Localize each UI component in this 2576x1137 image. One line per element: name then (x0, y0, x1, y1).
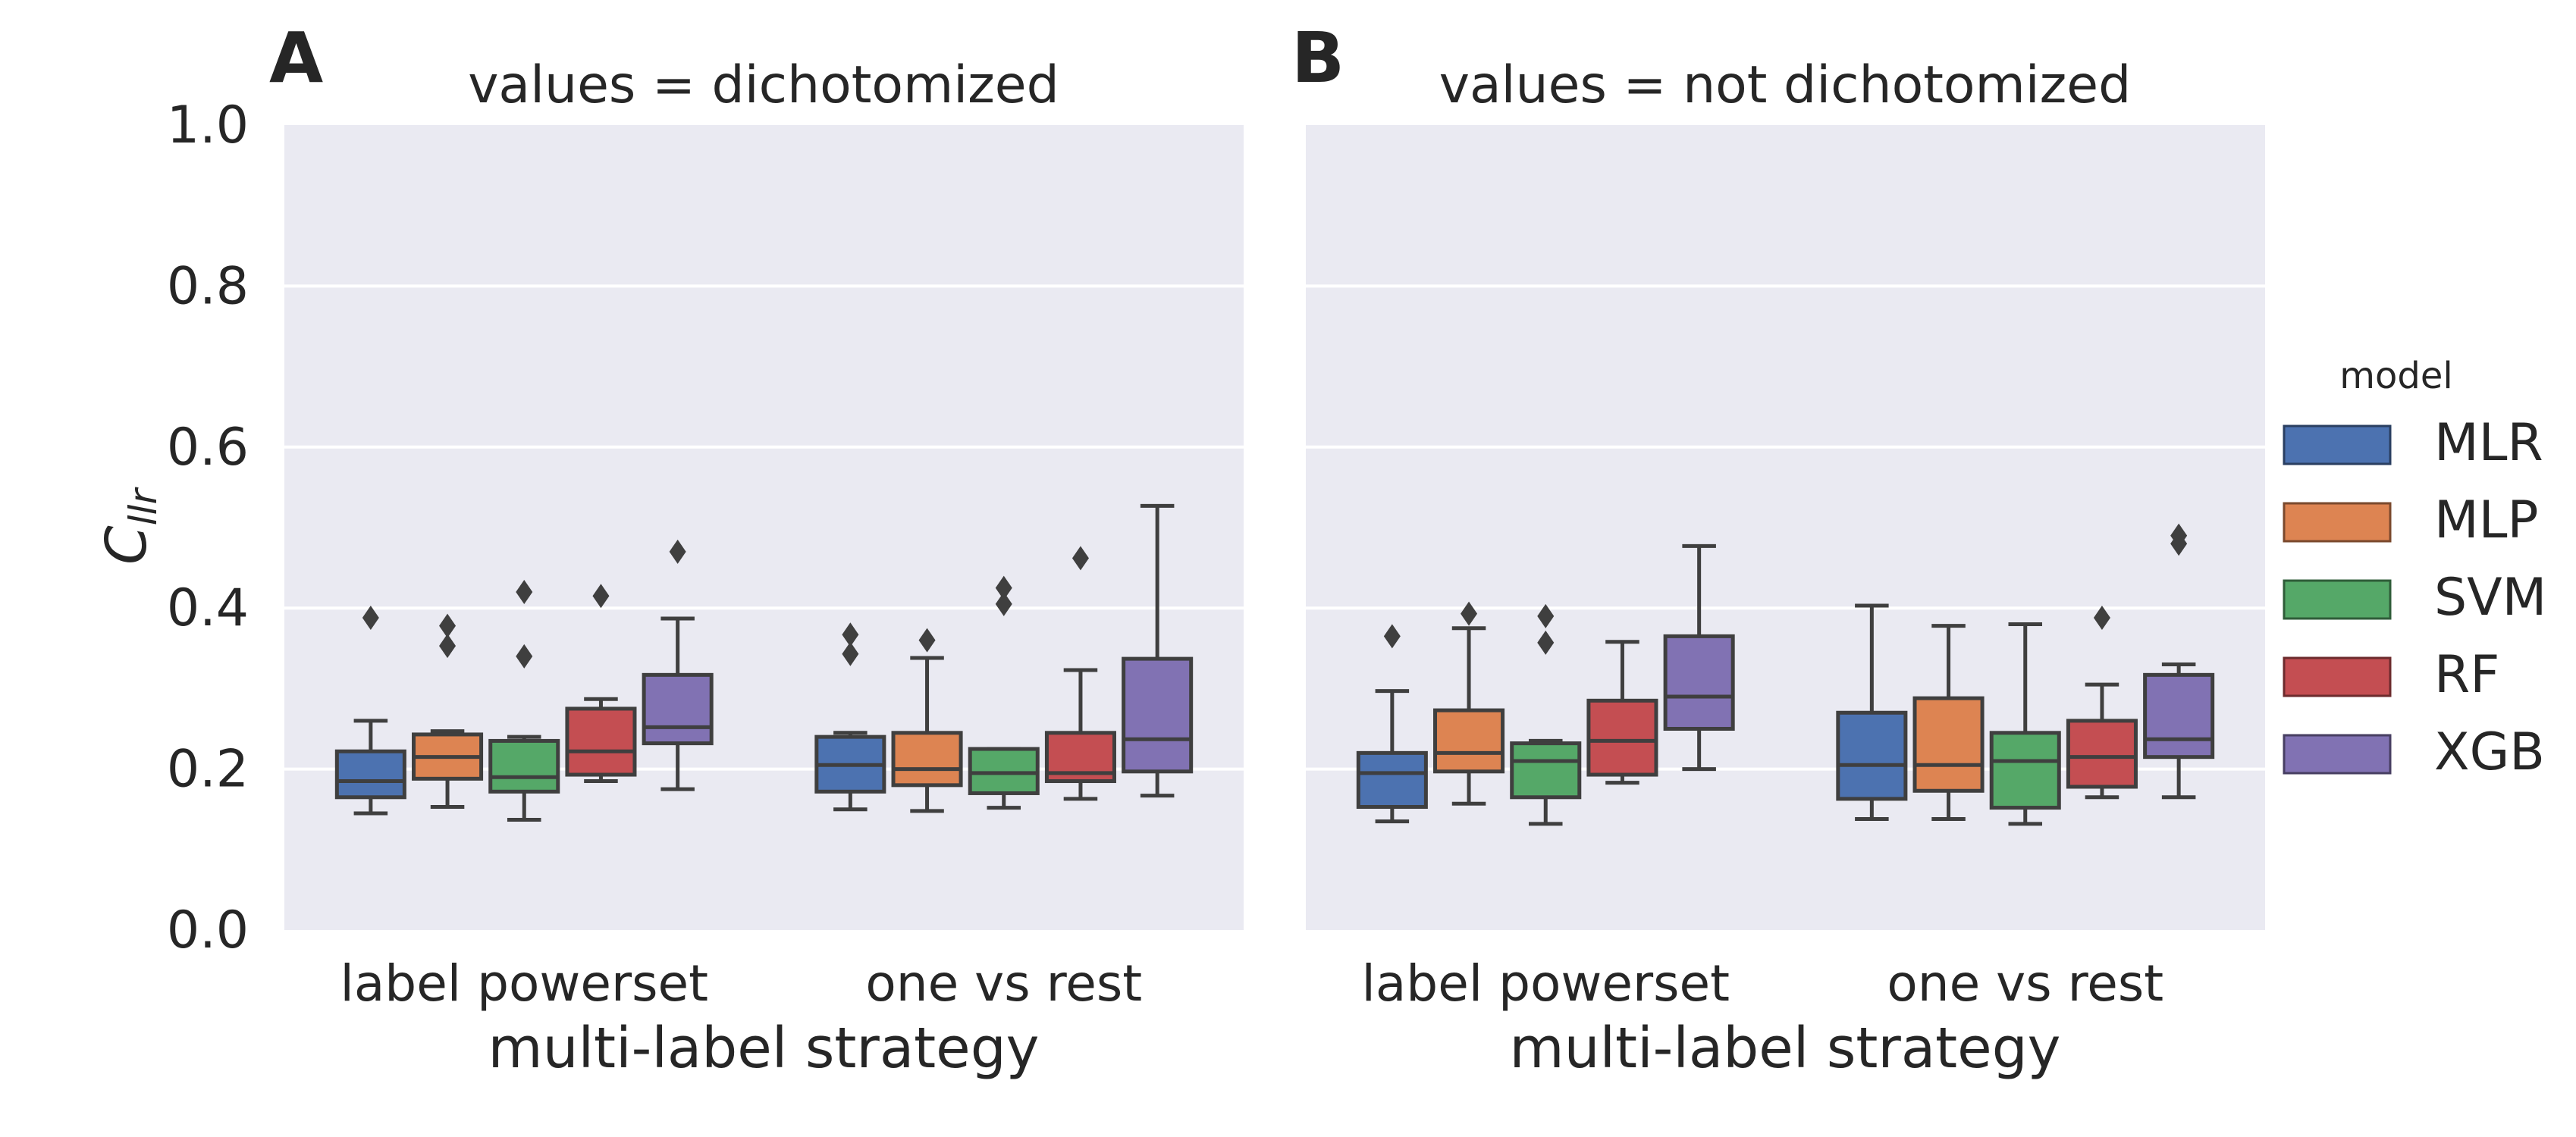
outlier-point (1383, 624, 1401, 649)
legend-swatch-mlr (2283, 424, 2392, 465)
outlier-point (2170, 523, 2188, 548)
y-tick-label: 0.4 (167, 578, 249, 638)
box-rf (2066, 719, 2138, 789)
outlier-point (918, 628, 936, 653)
panel-a-title: values = dichotomized (468, 55, 1059, 115)
outlier-point (1461, 601, 1478, 626)
legend-swatch-mlp (2283, 502, 2392, 543)
legend-title: model (2339, 355, 2452, 397)
outlier-point (1537, 603, 1555, 628)
y-axis-label: Cllr (94, 487, 165, 565)
outlier-point (1072, 546, 1089, 571)
panel-a-x-tick-labels: label powerset one vs rest (340, 954, 1143, 1013)
outlier-point (439, 613, 457, 638)
outlier-point (2093, 605, 2110, 630)
legend-swatch-xgb (2283, 734, 2392, 775)
box-mlr (1836, 710, 1908, 801)
y-tick-label: 0.6 (167, 418, 249, 478)
outlier-point (516, 644, 533, 669)
legend-swatch-svm (2283, 579, 2392, 620)
outlier-point (995, 575, 1012, 600)
box-mlp (1912, 696, 1985, 793)
y-axis-label-subscript: llr (121, 487, 165, 526)
box-mlp (891, 731, 963, 788)
panel-b-boxes (1356, 523, 2215, 826)
box-xgb (1663, 634, 1735, 731)
panel-a-plot-area (284, 125, 1244, 930)
panel-b-x-tick-labels: label powerset one vs rest (1362, 954, 2164, 1013)
panel-b-letter: B (1291, 17, 1344, 99)
box-svm (1510, 741, 1582, 800)
box-xgb (642, 672, 714, 746)
x-tick-label: one vs rest (1887, 954, 2163, 1013)
x-tick-label: label powerset (1362, 954, 1730, 1013)
outlier-point (439, 634, 457, 659)
y-axis-label-main: C (94, 525, 159, 565)
outlier-point (842, 641, 859, 666)
outlier-point (516, 579, 533, 604)
panel-a-boxes (334, 503, 1194, 822)
box-mlr (1356, 750, 1428, 810)
legend-swatch-rf (2283, 656, 2392, 697)
box-mlr (334, 749, 406, 800)
box-xgb (1122, 656, 1194, 774)
legend-label-mlr: MLR (2434, 413, 2543, 473)
legend-label-mlp: MLP (2434, 490, 2539, 550)
outlier-point (1537, 630, 1555, 655)
outlier-point (362, 605, 379, 630)
box-rf (1586, 698, 1658, 777)
outlier-point (592, 584, 610, 609)
y-tick-label: 0.0 (167, 901, 249, 960)
outlier-point (669, 539, 686, 564)
box-xgb (2143, 672, 2215, 760)
legend-label-xgb: XGB (2434, 722, 2545, 782)
x-tick-label: one vs rest (865, 954, 1142, 1013)
panel-b-plot-area (1306, 125, 2265, 930)
box-svm (968, 747, 1040, 795)
panel-b-x-axis-label: multi-label strategy (1510, 1016, 2061, 1081)
legend-label-rf: RF (2434, 645, 2499, 705)
y-tick-label: 0.8 (167, 256, 249, 316)
panel-a-letter: A (269, 17, 323, 99)
box-mlp (1433, 708, 1505, 774)
outlier-point (995, 591, 1012, 616)
x-tick-label: label powerset (340, 954, 708, 1013)
box-svm (488, 738, 560, 794)
legend-label-svm: SVM (2434, 568, 2546, 628)
legend: MLR MLP SVM RF XGB (2283, 413, 2546, 782)
outlier-point (842, 622, 859, 647)
y-tick-labels: 0.0 0.2 0.4 0.6 0.8 1.0 (167, 96, 249, 960)
box-rf (565, 706, 637, 777)
y-tick-label: 1.0 (167, 96, 249, 155)
y-tick-label: 0.2 (167, 740, 249, 800)
panel-b-title: values = not dichotomized (1439, 55, 2132, 115)
panel-a-x-axis-label: multi-label strategy (488, 1016, 1040, 1081)
box-svm (1989, 731, 2061, 810)
